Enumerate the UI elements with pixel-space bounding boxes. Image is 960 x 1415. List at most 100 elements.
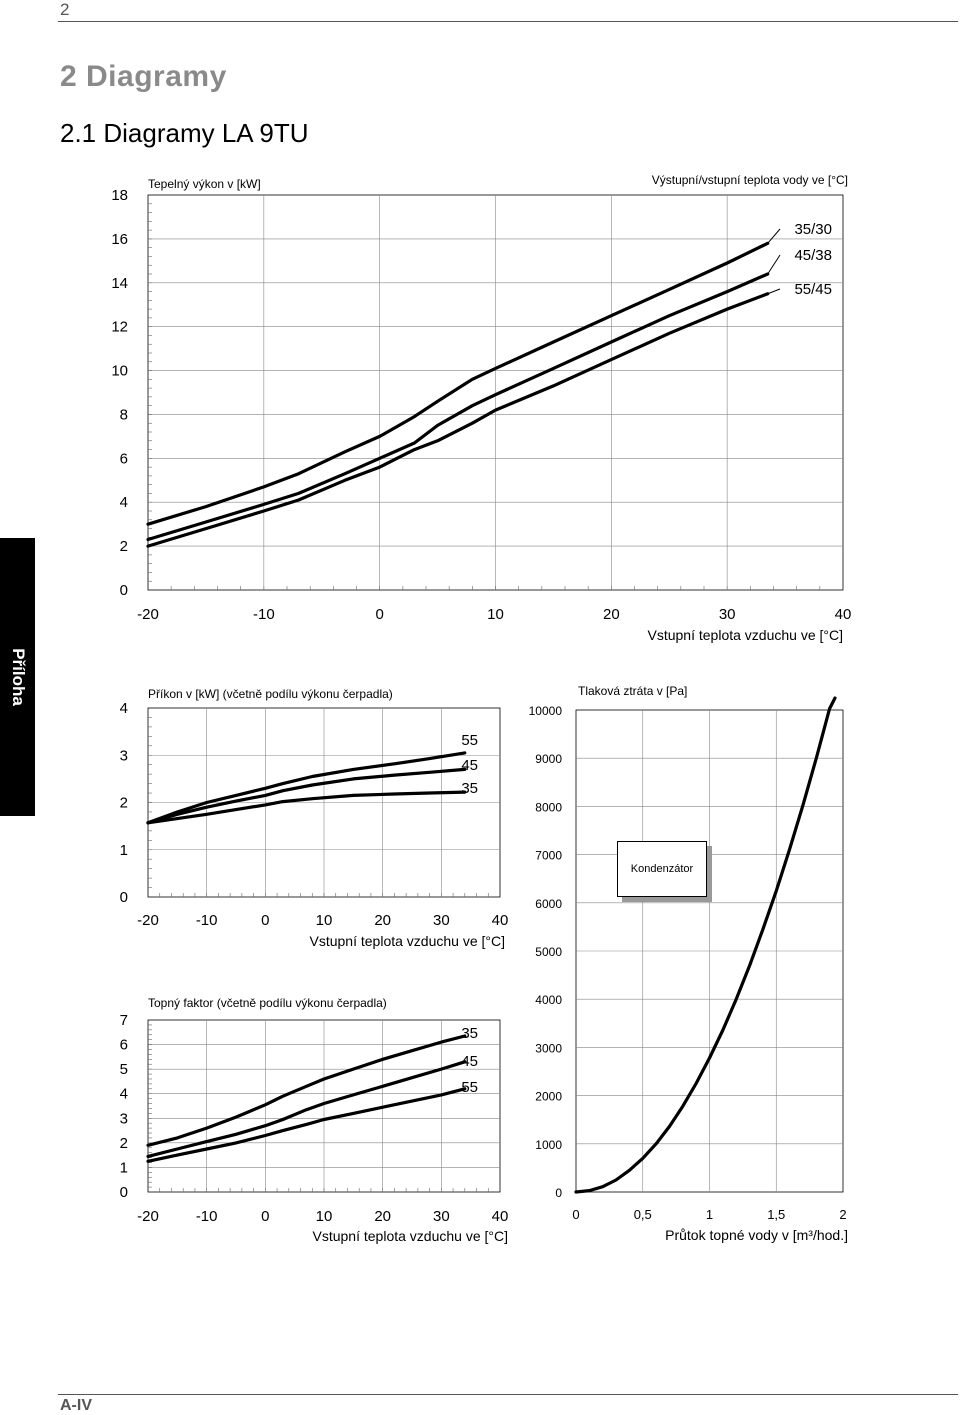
y-tick-label: 4 — [120, 1086, 128, 1103]
y-tick-label: 4000 — [535, 993, 562, 1007]
chart-title: Tlaková ztráta v [Pa] — [578, 684, 687, 698]
legend-label: 55/45 — [794, 281, 832, 298]
y-tick-label: 6 — [120, 450, 128, 467]
y-tick-label: 0 — [120, 1184, 128, 1201]
legend-leader — [767, 228, 781, 244]
y-tick-label: 8 — [120, 406, 128, 423]
legend-leader — [767, 288, 781, 295]
legend-label: 45 — [461, 757, 478, 774]
series-line-55-45 — [146, 292, 770, 548]
series-line-35-30 — [146, 241, 770, 526]
x-tick-label: -10 — [253, 606, 275, 623]
x-tick-label: 0 — [572, 1207, 579, 1222]
legend-label: 55 — [461, 732, 478, 749]
x-axis-label: Vstupní teplota vzduchu ve [°C] — [648, 627, 844, 643]
x-tick-label: 0 — [261, 912, 269, 929]
legend-label: 35 — [461, 780, 478, 797]
y-tick-label: 12 — [111, 319, 128, 336]
condenser-label: Kondenzátor — [630, 863, 694, 875]
y-tick-label: 9000 — [535, 752, 562, 766]
power-input-chart: -20 -10 0 10 20 30 40 0 1 2 3 4 Příkon v [kW] (včetn… — [120, 687, 509, 949]
legend-label: 35 — [461, 1025, 478, 1042]
y-tick-label: 0 — [120, 582, 128, 599]
x-axis-label: Průtok topné vody v [m³/hod.] — [665, 1227, 848, 1243]
page-footer: A-IV — [60, 1397, 92, 1414]
x-tick-label: 40 — [835, 606, 852, 623]
legend-title: Výstupní/vstupní teplota vody ve [°C] — [652, 173, 848, 187]
series-line-35 — [146, 790, 467, 825]
legend-label: 45/38 — [794, 247, 832, 264]
x-tick-label: -20 — [137, 1208, 159, 1225]
y-tick-label: 4 — [120, 494, 128, 511]
x-tick-label: -10 — [196, 1208, 218, 1225]
series-line-45 — [146, 767, 467, 825]
x-tick-label: -10 — [196, 912, 218, 929]
legend-label: 55 — [461, 1079, 478, 1096]
x-tick-label: 20 — [603, 606, 620, 623]
x-tick-label: 1 — [706, 1207, 713, 1222]
y-tick-label: 0 — [555, 1186, 562, 1200]
y-tick-label: 2 — [120, 538, 128, 555]
y-tick-label: 7 — [120, 1012, 128, 1029]
heat-output-chart: -20 -10 0 10 20 30 40 0 2 4 6 8 10 12 14 16 18 Tepelný vý… — [111, 173, 851, 643]
x-tick-label: 20 — [374, 1208, 391, 1225]
series-line-Kondenz-tor — [574, 696, 837, 1194]
x-tick-label: 40 — [492, 912, 509, 929]
series-line-35 — [146, 1034, 467, 1147]
page-number: 2 — [60, 0, 70, 19]
y-tick-label: 7000 — [535, 849, 562, 863]
x-tick-label: 10 — [316, 1208, 333, 1225]
y-tick-label: 2 — [120, 795, 128, 812]
x-tick-label: -20 — [137, 606, 159, 623]
x-tick-label: 30 — [433, 912, 450, 929]
y-tick-label: 2000 — [535, 1090, 562, 1104]
y-tick-label: 3 — [120, 1110, 128, 1127]
condenser-label-box: Kondenzátor — [617, 841, 707, 897]
y-tick-label: 1 — [120, 842, 128, 859]
side-tab[interactable]: Příloha — [0, 538, 35, 816]
x-tick-label: 10 — [316, 912, 333, 929]
legend-label: 45 — [461, 1053, 478, 1070]
x-tick-label: 0 — [375, 606, 383, 623]
y-tick-label: 16 — [111, 231, 128, 248]
y-tick-label: 5 — [120, 1061, 128, 1078]
y-tick-label: 1 — [120, 1159, 128, 1176]
x-tick-label: -20 — [137, 912, 159, 929]
section-heading: 2 Diagramy — [60, 60, 227, 93]
series-line-45-38 — [146, 272, 770, 542]
series-line-45 — [146, 1060, 467, 1158]
y-tick-label: 2 — [120, 1135, 128, 1152]
chart-title: Příkon v [kW] (včetně podílu výkonu čerp… — [148, 687, 393, 701]
x-tick-label: 40 — [492, 1208, 509, 1225]
y-tick-label: 1000 — [535, 1138, 562, 1152]
y-tick-label: 18 — [111, 187, 128, 204]
y-tick-label: 3 — [120, 747, 128, 764]
x-tick-label: 0,5 — [634, 1207, 652, 1222]
pressure-drop-chart: 0 0,5 1 1,5 2 0 1000 2000 3000 4000 5000 6000 7000 80… — [529, 684, 848, 1243]
x-axis-label: Vstupní teplota vzduchu ve [°C] — [310, 933, 506, 949]
x-axis-label: Vstupní teplota vzduchu ve [°C] — [313, 1228, 509, 1244]
chart-title: Tepelný výkon v [kW] — [148, 177, 261, 191]
y-tick-label: 3000 — [535, 1041, 562, 1055]
x-tick-label: 0 — [261, 1208, 269, 1225]
y-tick-label: 6000 — [535, 897, 562, 911]
subsection-heading: 2.1 Diagramy LA 9TU — [60, 118, 309, 148]
y-tick-label: 6 — [120, 1037, 128, 1054]
y-tick-label: 5000 — [535, 945, 562, 959]
x-tick-label: 30 — [433, 1208, 450, 1225]
x-tick-label: 2 — [839, 1207, 846, 1222]
y-tick-label: 10000 — [529, 704, 563, 718]
y-tick-label: 10 — [111, 363, 128, 380]
y-tick-label: 8000 — [535, 800, 562, 814]
legend-label: 35/30 — [794, 221, 832, 238]
y-tick-label: 14 — [111, 275, 128, 292]
legend-leader — [767, 254, 781, 275]
series-line-55 — [146, 1087, 467, 1163]
header-rule — [58, 21, 958, 22]
chart-title: Topný faktor (včetně podílu výkonu čerpa… — [148, 996, 387, 1010]
x-tick-label: 20 — [374, 912, 391, 929]
series-line-55 — [146, 751, 467, 825]
x-tick-label: 1,5 — [767, 1207, 785, 1222]
